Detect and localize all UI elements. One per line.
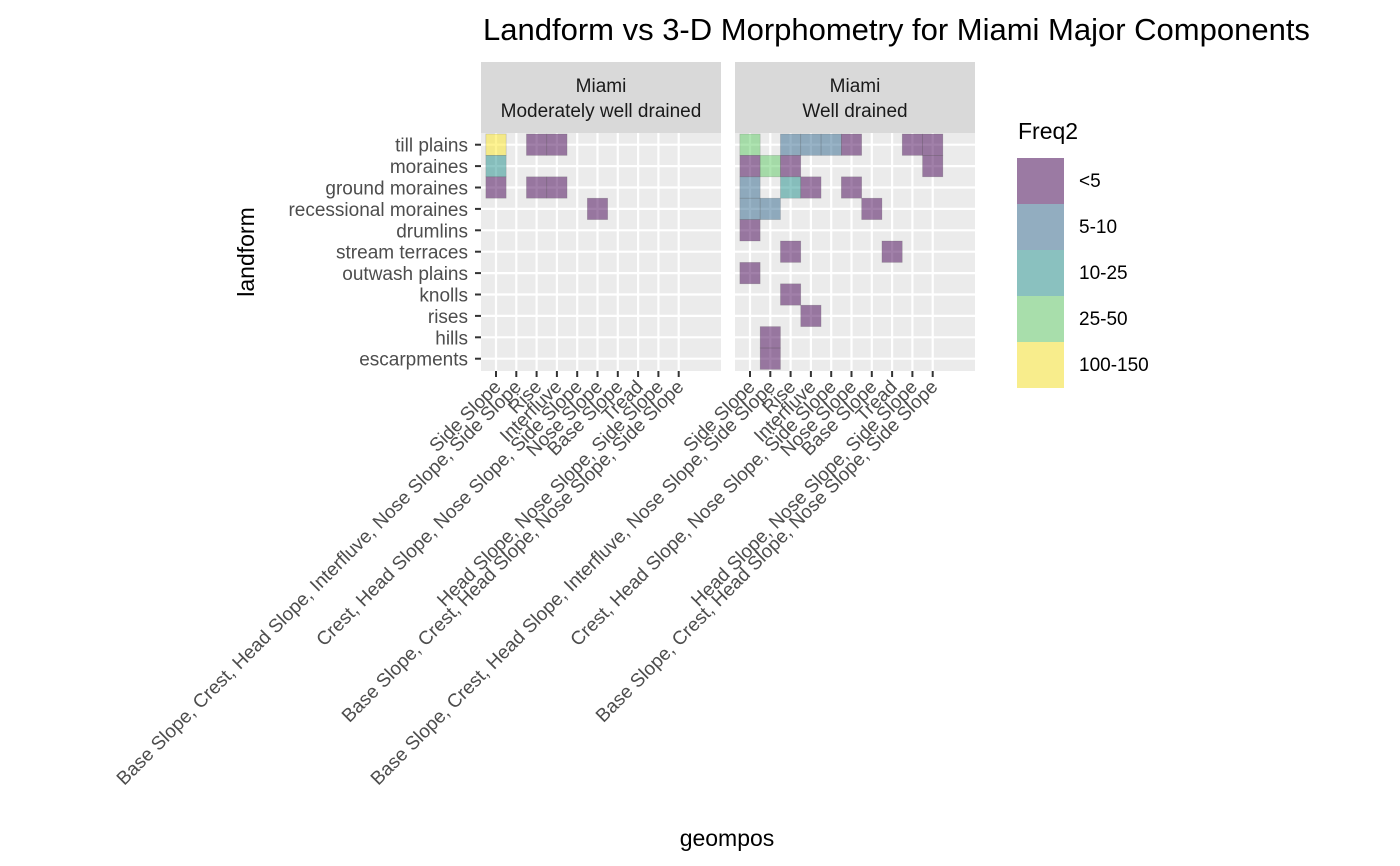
x-axis-title: geompos: [680, 825, 775, 851]
heatmap-tile: [881, 240, 903, 263]
heatmap-tile: [759, 347, 781, 370]
facet-strip: [481, 62, 721, 133]
heatmap-tile: [800, 304, 822, 327]
legend-label: <5: [1079, 171, 1101, 192]
y-tick-label: knolls: [419, 286, 468, 307]
heatmap-tile: [780, 240, 802, 263]
legend-label: 100-150: [1079, 355, 1149, 376]
heatmap-tile: [861, 197, 883, 220]
legend-label: 10-25: [1079, 263, 1128, 284]
heatmap-tile: [800, 176, 822, 199]
heatmap-tile: [780, 283, 802, 306]
heatmap-tile: [485, 155, 507, 178]
heatmap-tile: [841, 133, 862, 156]
facet-strip: [735, 62, 975, 133]
legend-swatch: [1017, 342, 1064, 388]
heatmap-tile: [739, 155, 761, 178]
heatmap-tile: [485, 133, 507, 156]
heatmap-tile: [485, 176, 507, 199]
y-tick-label: outwash plains: [342, 264, 468, 285]
y-tick-label: rises: [428, 307, 468, 328]
heatmap-tile: [759, 155, 781, 178]
heatmap-tile: [780, 155, 802, 178]
facet-strip-label-line2: Moderately well drained: [501, 101, 702, 122]
y-tick-label: hills: [435, 328, 468, 349]
heatmap-tile: [739, 262, 761, 285]
heatmap-tile: [841, 176, 862, 199]
facet-strip-label-line1: Miami: [576, 76, 627, 97]
y-tick-label: stream terraces: [336, 243, 468, 264]
legend-swatch: [1017, 204, 1064, 250]
legend: Freq2 <5 5-10 10-25 25-50 100-150: [1017, 118, 1149, 388]
heatmap-tile: [901, 133, 923, 156]
heatmap-tile: [922, 155, 944, 178]
heatmap-tile: [739, 133, 761, 156]
heatmap-tile: [546, 133, 568, 156]
heatmap-tile: [587, 197, 608, 220]
legend-label: 5-10: [1079, 217, 1117, 238]
chart-title: Landform vs 3-D Morphometry for Miami Ma…: [483, 12, 1310, 47]
y-tick-label: ground moraines: [325, 179, 468, 200]
heatmap-tile: [780, 133, 802, 156]
heatmap-tile: [739, 219, 761, 242]
facet-strip-label-line1: Miami: [830, 76, 881, 97]
legend-swatch: [1017, 250, 1064, 296]
heatmap-tile: [759, 197, 781, 220]
heatmap-tile: [739, 197, 761, 220]
heatmap-tile: [526, 133, 548, 156]
heatmap-tile: [526, 176, 548, 199]
y-tick-label: till plains: [395, 136, 468, 157]
facet-strip-label-line2: Well drained: [802, 101, 907, 122]
legend-title: Freq2: [1018, 118, 1078, 144]
heatmap-tile: [546, 176, 568, 199]
heatmap-tile: [759, 326, 781, 349]
y-tick-label: drumlins: [396, 221, 468, 242]
y-tick-label: recessional moraines: [288, 200, 468, 221]
legend-swatch: [1017, 158, 1064, 204]
heatmap-tile: [820, 133, 842, 156]
legend-swatch: [1017, 296, 1064, 342]
y-tick-label: moraines: [390, 157, 468, 178]
y-axis-title: landform: [233, 207, 259, 296]
legend-label: 25-50: [1079, 309, 1128, 330]
heatmap-tile: [780, 176, 802, 199]
heatmap-tile: [922, 133, 944, 156]
y-tick-label: escarpments: [359, 350, 468, 371]
heatmap-tile: [739, 176, 761, 199]
heatmap-tile: [800, 133, 822, 156]
